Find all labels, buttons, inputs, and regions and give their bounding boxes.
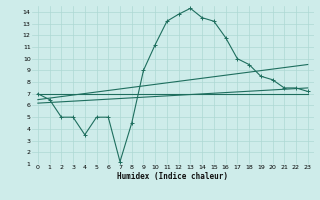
X-axis label: Humidex (Indice chaleur): Humidex (Indice chaleur): [117, 172, 228, 181]
